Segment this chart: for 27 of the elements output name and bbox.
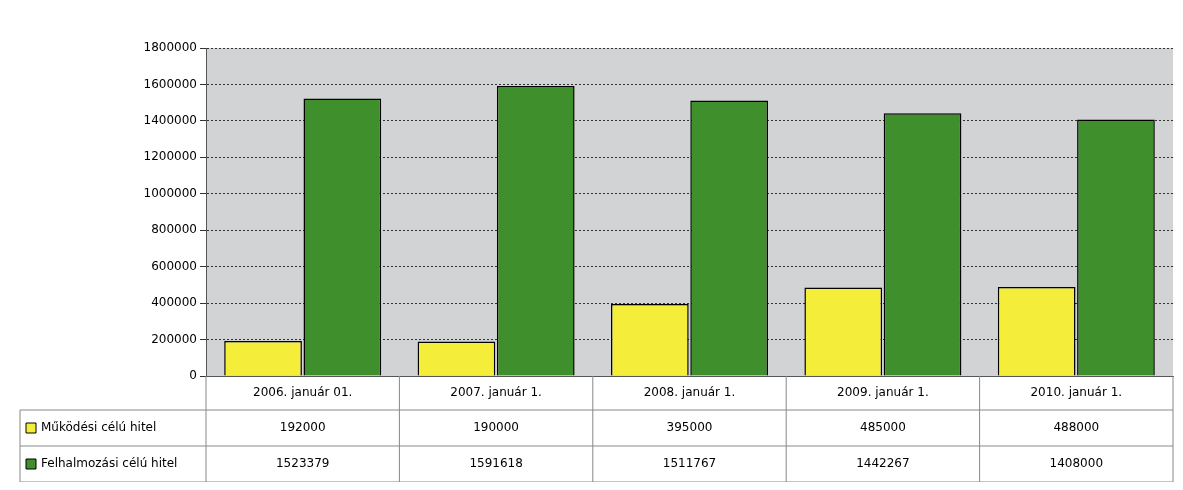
x-tick-label: 2008. január 1.	[643, 385, 736, 400]
data-label: 488000	[1053, 420, 1100, 435]
y-tick-label: 1200000	[143, 149, 197, 164]
data-label: 1591618	[469, 456, 523, 471]
y-tick-label: 1400000	[143, 113, 197, 128]
data-label: 1523379	[275, 456, 330, 471]
data-label: 1408000	[1049, 456, 1104, 471]
legend-label: Felhalmozási célú hitel	[41, 456, 178, 471]
y-tick-label: 1000000	[143, 185, 197, 200]
x-tick-label: 2007. január 1.	[450, 385, 542, 400]
data-label: 485000	[859, 420, 906, 435]
y-tick-label: 1600000	[143, 76, 197, 91]
y-tick-label: 0	[189, 368, 197, 383]
data-label: 395000	[666, 420, 713, 435]
data-label: 1442267	[856, 456, 910, 471]
data-label: 190000	[473, 420, 520, 435]
legend-label: Működési célú hitel	[41, 420, 157, 435]
y-tick-label: 200000	[151, 331, 197, 346]
y-tick-label: 800000	[151, 222, 197, 237]
y-tick-label: 600000	[151, 258, 197, 273]
y-tick-label: 400000	[151, 295, 197, 310]
data-label: 1511767	[662, 456, 717, 471]
y-tick-label: 1800000	[143, 40, 197, 55]
data-label: 192000	[279, 420, 326, 435]
x-tick-label: 2010. január 1.	[1030, 385, 1123, 400]
x-tick-label: 2006. január 01.	[253, 385, 353, 400]
x-tick-label: 2009. január 1.	[837, 385, 929, 400]
